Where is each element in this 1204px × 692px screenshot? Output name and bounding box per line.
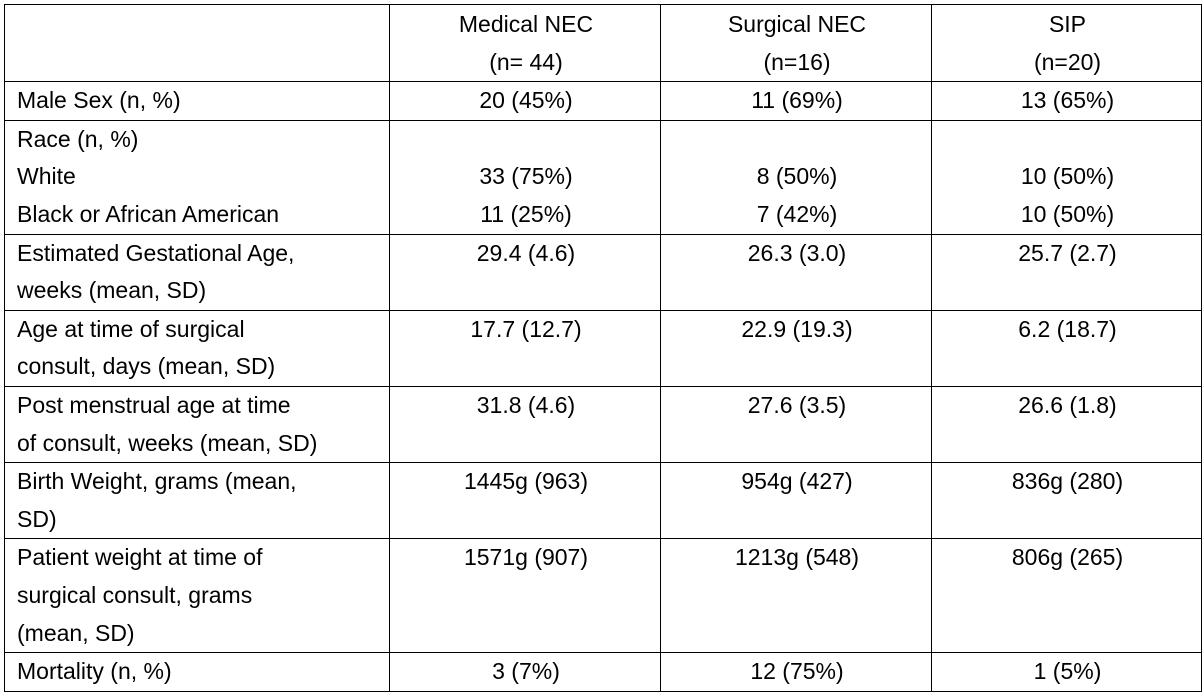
header-sip-title: SIP: [1048, 11, 1087, 37]
race-black-label: Black or African American: [17, 200, 280, 227]
table-row-age-consult: Age at time of surgical consult, days (m…: [4, 309, 1202, 387]
row-label: Mortality (n, %): [4, 652, 390, 692]
table-row-pma-consult: Post menstrual age at time of consult, w…: [4, 385, 1202, 464]
table-row-mortality: Mortality (n, %) 3 (7%) 12 (75%) 1 (5%): [4, 652, 1202, 692]
race-black-medical: 11 (25%): [480, 200, 572, 227]
cell-sip: 6.2 (18.7): [931, 309, 1202, 387]
cell-medical: 33 (75%) 11 (25%): [389, 119, 661, 235]
header-surgical-nec: Surgical NEC (n=16): [660, 3, 932, 83]
cell-sip: 806g (265): [931, 538, 1202, 654]
row-label: Male Sex (n, %): [4, 81, 390, 121]
header-sip-count: (n=20): [1033, 48, 1102, 75]
cell-surgical: 27.6 (3.5): [660, 385, 932, 464]
header-row: Medical NEC (n= 44) Surgical NEC (n=16) …: [4, 3, 1202, 83]
cell-sip: 26.6 (1.8): [931, 385, 1202, 464]
cell-medical: 29.4 (4.6): [389, 233, 661, 311]
header-medical-nec: Medical NEC (n= 44): [389, 3, 661, 83]
cell-medical: 3 (7%): [389, 652, 661, 692]
cell-surgical: 11 (69%): [660, 81, 932, 121]
header-medical-nec-title: Medical NEC: [458, 11, 594, 37]
cell-medical: 20 (45%): [389, 81, 661, 121]
cell-medical: 1571g (907): [389, 538, 661, 654]
header-sip: SIP (n=20): [931, 3, 1202, 83]
cell-medical: 31.8 (4.6): [389, 385, 661, 464]
race-black-surgical: 7 (42%): [756, 200, 838, 227]
cell-surgical: 1213g (548): [660, 538, 932, 654]
cell-surgical: 8 (50%) 7 (42%): [660, 119, 932, 235]
cell-sip: 836g (280): [931, 462, 1202, 540]
cell-medical: 17.7 (12.7): [389, 309, 661, 387]
row-label-race: Race (n, %) White Black or African Ameri…: [4, 119, 390, 235]
table-row-race: Race (n, %) White Black or African Ameri…: [4, 119, 1202, 235]
cell-medical: 1445g (963): [389, 462, 661, 540]
cell-sip: 1 (5%): [931, 652, 1202, 692]
cell-surgical: 12 (75%): [660, 652, 932, 692]
header-empty-cell: [4, 3, 390, 83]
header-medical-nec-count: (n= 44): [489, 48, 563, 75]
table-row-birth-weight: Birth Weight, grams (mean, SD) 1445g (96…: [4, 462, 1202, 540]
table-row-gestational-age: Estimated Gestational Age, weeks (mean, …: [4, 233, 1202, 311]
table-row-weight-consult: Patient weight at time of surgical consu…: [4, 538, 1202, 654]
cell-sip: 10 (50%) 10 (50%): [931, 119, 1202, 235]
race-white-label: White: [17, 163, 76, 190]
cell-sip: 13 (65%): [931, 81, 1202, 121]
table-row-male-sex: Male Sex (n, %) 20 (45%) 11 (69%) 13 (65…: [4, 81, 1202, 121]
cell-surgical: 22.9 (19.3): [660, 309, 932, 387]
row-label: Age at time of surgical consult, days (m…: [4, 309, 390, 387]
demographics-table: Medical NEC (n= 44) Surgical NEC (n=16) …: [4, 3, 1202, 692]
row-label: Patient weight at time of surgical consu…: [4, 538, 390, 654]
cell-surgical: 954g (427): [660, 462, 932, 540]
row-label: Post menstrual age at time of consult, w…: [4, 385, 390, 464]
cell-sip: 25.7 (2.7): [931, 233, 1202, 311]
header-surgical-nec-title: Surgical NEC: [727, 11, 867, 37]
header-surgical-nec-count: (n=16): [763, 48, 831, 75]
race-white-surgical: 8 (50%): [756, 163, 838, 190]
row-label: Birth Weight, grams (mean, SD): [4, 462, 390, 540]
race-white-sip: 10 (50%): [1020, 163, 1115, 190]
row-label: Estimated Gestational Age, weeks (mean, …: [4, 233, 390, 311]
race-white-medical: 33 (75%): [479, 163, 573, 190]
race-black-sip: 10 (50%): [1020, 200, 1115, 227]
race-heading: Race (n, %): [17, 125, 139, 152]
cell-surgical: 26.3 (3.0): [660, 233, 932, 311]
